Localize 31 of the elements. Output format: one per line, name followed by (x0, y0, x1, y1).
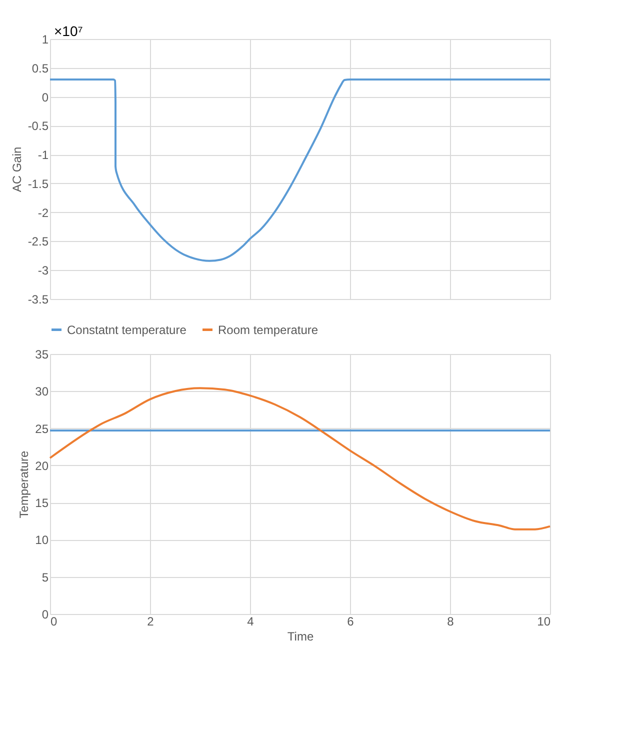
y-tick-label: 5 (42, 570, 49, 584)
x-axis-title: Time (287, 630, 314, 644)
y-tick-label: -0.5 (28, 119, 49, 134)
x-tick-label: 2 (147, 614, 154, 628)
y-tick-label: 25 (35, 422, 49, 436)
text: ×10⁷ (54, 23, 83, 39)
line-series (49, 387, 551, 530)
x-tick-label: 10 (537, 614, 551, 628)
y-tick-label: 15 (35, 496, 49, 510)
legend-label: Room temperature (218, 322, 318, 337)
y-tick-label: 10 (35, 533, 49, 548)
x-tick-label: 8 (447, 614, 454, 628)
y-tick-label: -3 (38, 264, 49, 278)
y-axis-title: Temperature (17, 450, 32, 518)
y-tick-label: -1 (38, 148, 49, 162)
y-axis-title: AC Gain (10, 146, 24, 192)
line-series (49, 78, 551, 262)
y-tick-label: -1.5 (28, 176, 49, 191)
y-tick-label: -3.5 (28, 292, 49, 306)
y-tick-label: 35 (35, 348, 49, 362)
y-tick-label: 0.5 (32, 61, 49, 76)
y-tick-label: 0 (42, 90, 49, 104)
y-tick-label: 30 (35, 384, 49, 399)
y-tick-label: -2 (38, 206, 49, 220)
x-tick-label: 0 (50, 614, 58, 628)
legend-label: Constatnt temperature (67, 322, 187, 337)
y-tick-label: 20 (35, 458, 49, 473)
x-tick-label: 4 (247, 614, 254, 628)
y-tick-label: 1 (42, 32, 49, 46)
y-tick-label: -2.5 (28, 234, 49, 249)
x-tick-label: 6 (347, 614, 354, 628)
